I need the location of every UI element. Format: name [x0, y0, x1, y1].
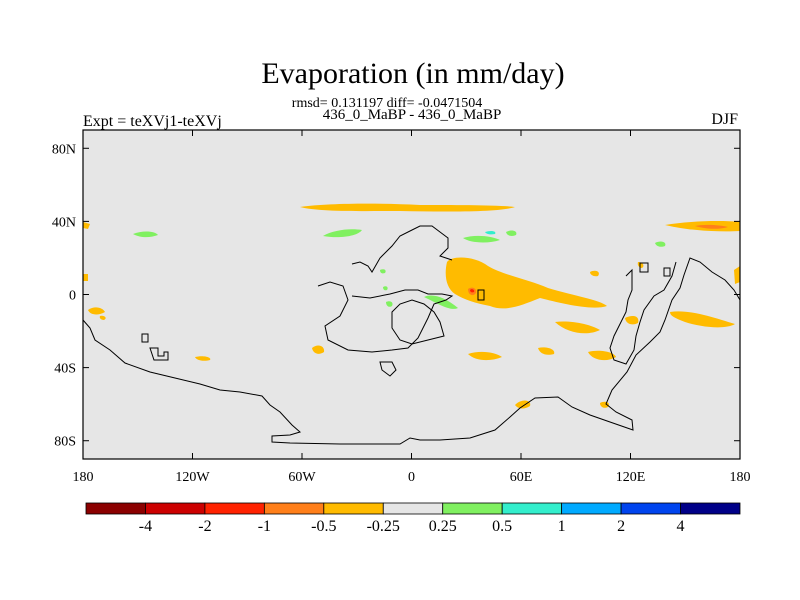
coastline-asia-east [609, 261, 677, 365]
y-tick-label: 80S [54, 435, 76, 450]
coastline-south-america [317, 281, 454, 353]
anomaly-atlantic-small-green [380, 269, 386, 274]
chart-title: Evaporation (in mm/day) [261, 57, 564, 90]
anomaly-north-pacific-band [300, 203, 515, 212]
anomaly-amazon-green [383, 286, 388, 291]
colorbar-swatch [323, 502, 384, 515]
anomaly-indian-ocean-3 [468, 351, 502, 361]
anomaly-south-america [312, 345, 325, 354]
y-axis: 80N 40N 0 40S 80S [52, 142, 740, 450]
anomaly-caspian-green [506, 230, 517, 236]
anomaly-indian-ocean-1 [555, 321, 600, 334]
anomaly-east-indian-ocean [538, 347, 555, 355]
anomaly-indian-ocean-2 [588, 350, 616, 361]
expt-label: Expt = teXVj1-teXVj [83, 113, 222, 130]
season-label: DJF [711, 111, 738, 128]
anomaly-pacific-green [655, 241, 666, 247]
colorbar-swatch [442, 502, 503, 515]
coastline-north-america [351, 225, 453, 273]
colorbar-swatch [263, 502, 325, 515]
colorbar-swatch [680, 502, 741, 515]
anomaly-africa-deep [470, 289, 475, 293]
anomaly-south-pacific-2 [195, 356, 211, 361]
colorbar-swatch [561, 502, 622, 515]
colorbar-label: -0.5 [311, 518, 336, 535]
y-tick-label: 40N [52, 215, 76, 230]
colorbar-label: -4 [139, 518, 152, 535]
coastline-island [639, 262, 649, 273]
anomaly-nw-pacific-core [695, 224, 728, 229]
y-tick-label: 80N [52, 142, 76, 157]
x-tick-label: 0 [408, 470, 415, 485]
colorbar-label: -0.25 [367, 518, 400, 535]
x-tick-label: 60E [510, 470, 533, 485]
colorbar-label: 2 [617, 518, 625, 535]
colorbar-labels: -4 -2 -1 -0.5 -0.25 0.25 0.5 1 2 4 [139, 518, 685, 535]
anomaly-east-pacific-2 [99, 315, 106, 320]
anomaly-pacific-edge [734, 266, 740, 284]
anomaly-atlantic-eq-green [424, 295, 458, 309]
anomaly-southern-ocean [515, 400, 531, 409]
coastline-antarctic-peninsula [379, 361, 397, 377]
colorbar-label: 4 [677, 518, 685, 535]
anomaly-mideast-cyan [485, 230, 496, 235]
colorbar-label: -2 [198, 518, 211, 535]
anomaly-south-pacific [670, 311, 735, 328]
strong-anomaly-areas [468, 224, 728, 296]
x-tick-label: 120W [175, 470, 210, 485]
coastline-africa [391, 299, 445, 345]
x-axis: 180 120W 60W 0 60E 120E 180 [73, 130, 751, 485]
x-tick-label: 180 [730, 470, 751, 485]
map-panel [82, 129, 741, 460]
coastlines [82, 225, 741, 445]
anomaly-west-pacific-south [625, 315, 639, 325]
colorbar-swatch [85, 502, 146, 515]
coastline-horn [477, 289, 485, 301]
x-tick-label: 120E [616, 470, 646, 485]
colorbar-swatch [382, 502, 444, 515]
colorbar-label: 0.25 [429, 518, 457, 535]
colorbar-swatch [501, 502, 563, 515]
x-tick-label: 180 [73, 470, 94, 485]
anomaly-tropical-africa [445, 257, 607, 309]
chart-subtitle: 436_0_MaBP - 436_0_MaBP [323, 107, 502, 123]
cyan-anomaly-areas [485, 230, 496, 235]
y-tick-label: 40S [54, 362, 76, 377]
anomaly-brazil-green [386, 301, 393, 307]
anomaly-east-pacific [88, 307, 105, 315]
coastline-island-2 [663, 267, 671, 277]
colorbar-swatch [145, 502, 206, 515]
positive-anomaly-areas [133, 229, 666, 309]
anomaly-north-atlantic-patch [323, 229, 362, 238]
colorbar-label: 1 [558, 518, 566, 535]
x-tick-label: 60W [288, 470, 316, 485]
coastline-antarctica [82, 257, 741, 445]
colorbar-label: 0.5 [492, 518, 512, 535]
map-background [83, 130, 740, 459]
y-tick-label: 0 [69, 289, 76, 304]
colorbar-label: -1 [258, 518, 271, 535]
stats-line: rmsd= 0.131197 diff= -0.0471504 [292, 96, 482, 111]
colorbar [85, 502, 741, 515]
colorbar-swatch [620, 502, 681, 515]
negative-anomaly-areas [83, 203, 740, 409]
anomaly-west-atlantic [83, 274, 88, 281]
anomaly-atlantic-small [83, 222, 90, 229]
coastline-small-island [141, 333, 149, 343]
colorbar-swatch [204, 502, 265, 515]
anomaly-arabian [590, 270, 599, 277]
coastline-pacific-islands [149, 347, 169, 361]
anomaly-mideast-green [463, 235, 500, 243]
anomaly-west-atlantic-green [133, 231, 158, 238]
